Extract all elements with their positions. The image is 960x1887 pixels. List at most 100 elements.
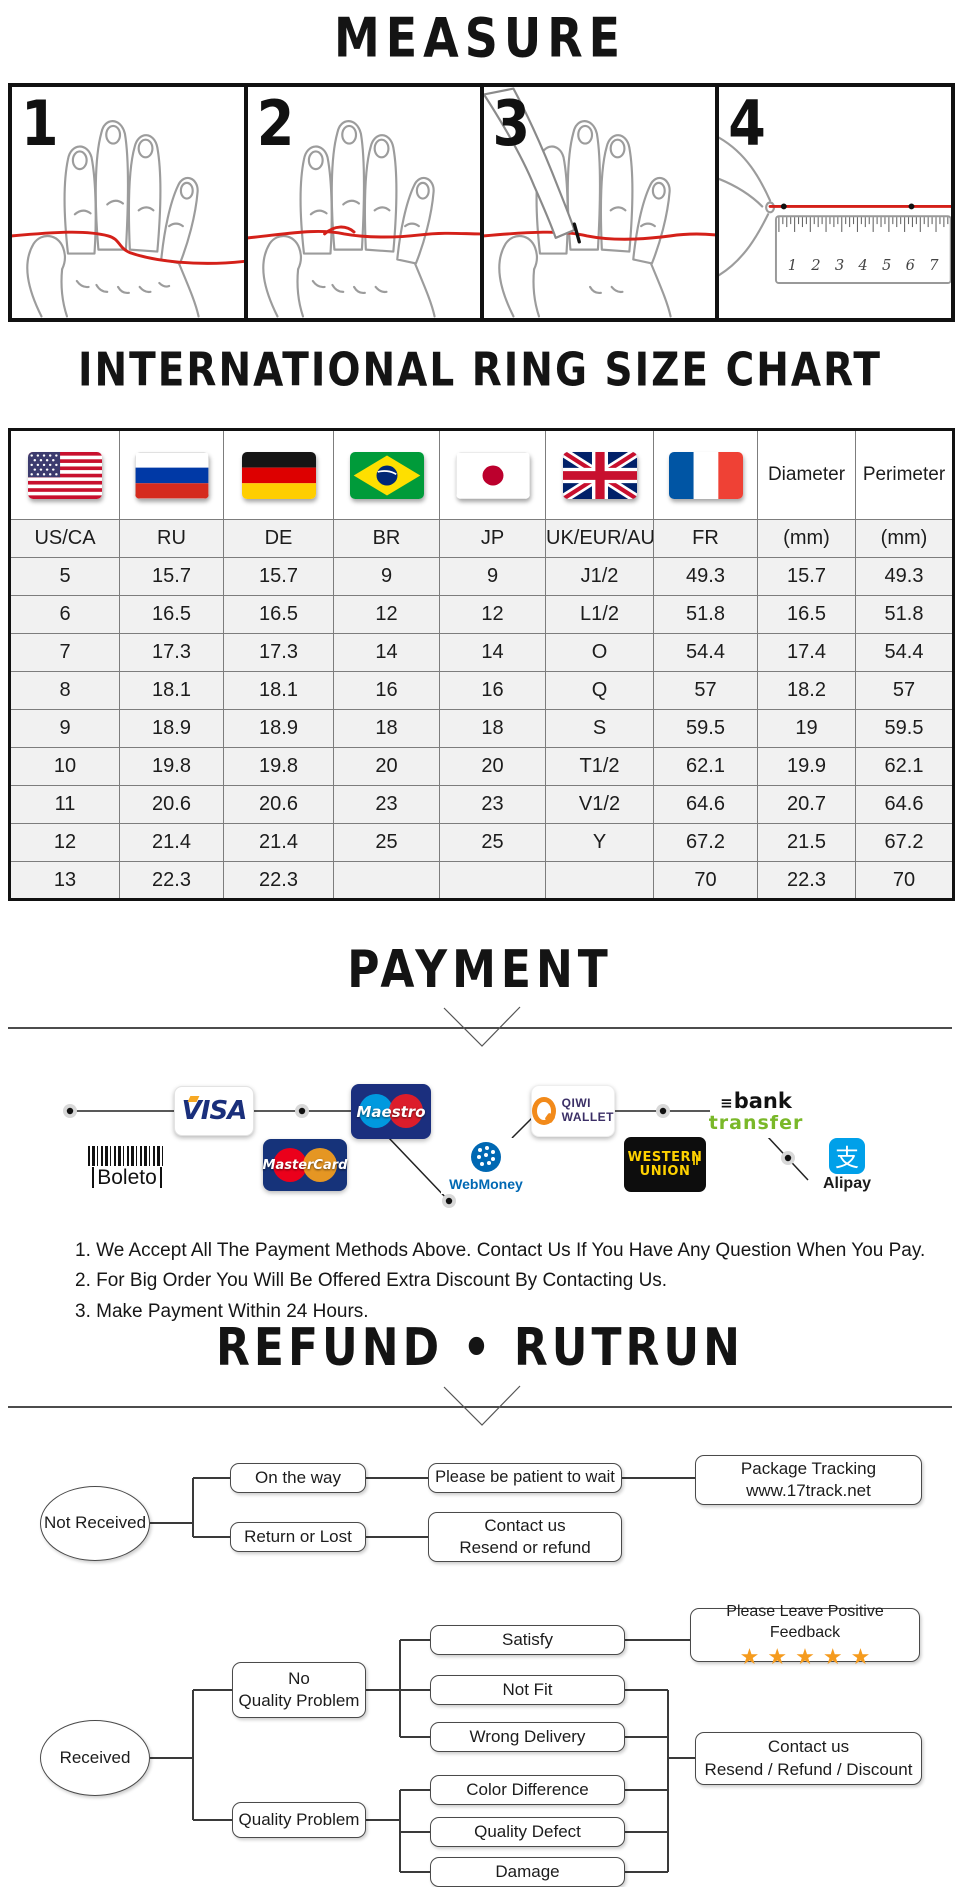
size-cell: 19.8 [119, 747, 224, 786]
flag-header-row: Diameter Perimeter [9, 429, 954, 520]
western-label: WESTERN [627, 1149, 703, 1165]
svg-text:5: 5 [882, 257, 891, 274]
size-cell: Y [545, 823, 654, 862]
size-cell: 70 [855, 861, 954, 900]
return-or-lost-node: Return or Lost [230, 1522, 366, 1552]
column-label: FR [653, 519, 758, 558]
measuring-string [247, 229, 480, 240]
refund-divider [8, 1385, 952, 1426]
size-cell: 20.6 [119, 785, 224, 824]
diameter-header: Diameter [757, 429, 856, 520]
size-cell: O [545, 633, 654, 672]
br-flag [349, 451, 424, 499]
ruler-numbers: 1 2 3 4 5 6 7 [788, 257, 939, 274]
size-cell: 54.4 [855, 633, 954, 672]
size-cell [545, 861, 654, 900]
size-cell: 17.4 [757, 633, 856, 672]
size-cell: 62.1 [653, 747, 758, 786]
size-cell: 16.5 [757, 595, 856, 634]
size-row: 8 18.1 18.1 16 16 Q 57 18.2 57 [9, 671, 954, 710]
payment-note: 2. For Big Order You Will Be Offered Ext… [75, 1270, 668, 1292]
size-cell: 64.6 [855, 785, 954, 824]
mastercard-orange-circle [303, 1148, 337, 1182]
measure-panels: 1 [8, 83, 955, 322]
maestro-label: Maestro [356, 1102, 426, 1121]
step-number: 4 [728, 87, 766, 160]
size-cell: 25 [439, 823, 546, 862]
not-received-node: Not Received [40, 1486, 150, 1561]
received-node: Received [40, 1720, 150, 1796]
size-cell: 62.1 [855, 747, 954, 786]
size-cell: 12 [9, 823, 120, 862]
us-flag [28, 451, 102, 499]
alipay-icon: 支 [829, 1137, 865, 1174]
payment-divider [8, 1006, 952, 1047]
contact-resend-refund-node: Contact us Resend or refund [428, 1512, 622, 1562]
size-cell: 23 [333, 785, 440, 824]
size-cell: 57 [653, 671, 758, 710]
size-cell: 64.6 [653, 785, 758, 824]
size-cell: 9 [439, 557, 546, 596]
size-cell: 18.9 [223, 709, 334, 748]
size-cell: 20.7 [757, 785, 856, 824]
maestro-logo: Maestro [351, 1084, 431, 1139]
star-icon: ★ [795, 1643, 823, 1669]
jp-flag [455, 451, 530, 499]
size-cell: 15.7 [757, 557, 856, 596]
bank-label: bank [733, 1089, 792, 1113]
payment-note: 1. We Accept All The Payment Methods Abo… [75, 1240, 926, 1261]
size-cell: 67.2 [653, 823, 758, 862]
size-cell: 49.3 [855, 557, 954, 596]
wu-bars-icon: ‖ [692, 1152, 699, 1168]
western-union-logo: WESTERN UNION ‖ [624, 1137, 706, 1192]
column-label: (mm) [855, 519, 954, 558]
star-icon: ★ [739, 1643, 768, 1669]
size-cell: 6 [9, 595, 120, 634]
ru-flag-cell [119, 429, 224, 520]
measure-step-4: 4 1 2 3 4 5 6 [715, 87, 951, 318]
size-cell: 21.4 [119, 823, 224, 862]
de-flag [241, 451, 316, 499]
payment-connector-lines [63, 1104, 809, 1208]
fr-flag-cell [653, 429, 758, 520]
size-cell: V1/2 [545, 785, 654, 824]
qiwi-logo: QIWI WALLET [531, 1085, 615, 1137]
mastercard-logo: MasterCard [263, 1139, 347, 1191]
size-cell: 57 [855, 671, 954, 710]
size-cell: 20 [439, 747, 546, 786]
size-cell: 22.3 [119, 861, 224, 900]
size-cell: 19 [757, 709, 856, 748]
ring-size-table: Diameter Perimeter US/CA RU DE BR JP UK/… [8, 428, 955, 901]
column-label: DE [223, 519, 334, 558]
step-number: 1 [21, 87, 59, 160]
size-cell: 21.5 [757, 823, 856, 862]
wrong-delivery-node: Wrong Delivery [430, 1722, 625, 1752]
size-cell: S [545, 709, 654, 748]
package-tracking-node: Package Tracking www.17track.net [695, 1455, 922, 1505]
measure-step-3: 3 [479, 87, 716, 318]
size-cell: 22.3 [223, 861, 334, 900]
size-cell: 16 [333, 671, 440, 710]
size-cell: 25 [333, 823, 440, 862]
on-the-way-node: On the way [230, 1463, 366, 1493]
size-cell: 10 [9, 747, 120, 786]
quality-defect-node: Quality Defect [430, 1817, 625, 1847]
size-row: 10 19.8 19.8 20 20 T1/2 62.1 19.9 62.1 [9, 747, 954, 786]
size-cell: 18.9 [119, 709, 224, 748]
size-cell: 12 [439, 595, 546, 634]
size-cell: 19.8 [223, 747, 334, 786]
color-difference-node: Color Difference [430, 1775, 625, 1805]
uk-flag-cell [545, 429, 654, 520]
size-cell: 70 [653, 861, 758, 900]
size-cell: 20 [333, 747, 440, 786]
visa-logo: VISA [174, 1086, 254, 1136]
size-cell: 59.5 [653, 709, 758, 748]
ruler-illustration: 1 2 3 4 5 6 7 [719, 136, 951, 285]
column-label: JP [439, 519, 546, 558]
column-label: US/CA [9, 519, 120, 558]
size-cell: 59.5 [855, 709, 954, 748]
size-cell: 16 [439, 671, 546, 710]
svg-text:2: 2 [811, 257, 821, 274]
size-cell: J1/2 [545, 557, 654, 596]
